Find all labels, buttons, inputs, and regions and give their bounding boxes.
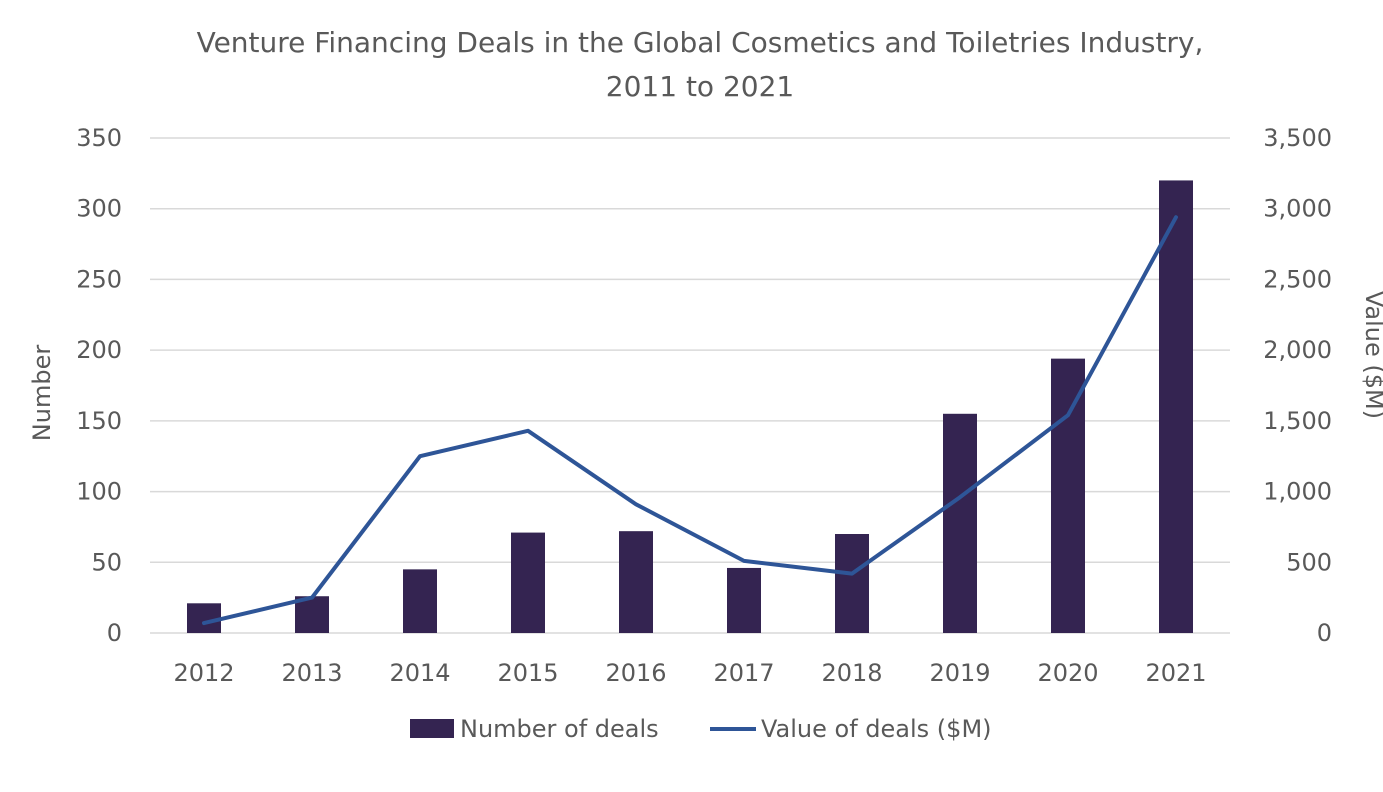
y-tick-right-label: 3,000 (1263, 195, 1332, 223)
y-tick-right-label: 2,000 (1263, 336, 1332, 364)
bar-number-of-deals (511, 532, 545, 633)
bar-number-of-deals (619, 531, 653, 633)
y-tick-right-label: 500 (1286, 548, 1332, 576)
bar-number-of-deals (1159, 180, 1193, 633)
y-axis-left-title: Number (28, 345, 56, 442)
y-tick-right-label: 0 (1317, 619, 1332, 647)
y-tick-left-label: 50 (91, 548, 122, 576)
bar-number-of-deals (187, 603, 221, 633)
legend-swatch-number-of-deals (410, 719, 454, 738)
y-tick-left-label: 200 (76, 336, 122, 364)
x-tick-label: 2013 (281, 659, 342, 687)
legend-label-number-of-deals: Number of deals (460, 715, 659, 743)
bar-number-of-deals (295, 596, 329, 633)
y-tick-left-label: 350 (76, 124, 122, 152)
x-tick-label: 2012 (173, 659, 234, 687)
x-tick-label: 2021 (1145, 659, 1206, 687)
bar-number-of-deals (943, 413, 977, 633)
series-line-value-of-deals (202, 215, 1178, 626)
y-tick-right-label: 2,500 (1263, 265, 1332, 293)
x-tick-label: 2019 (929, 659, 990, 687)
bar-number-of-deals (727, 567, 761, 633)
chart-title-line-1: Venture Financing Deals in the Global Co… (197, 26, 1204, 59)
bars-number-of-deals (187, 180, 1193, 633)
y-tick-left-label: 0 (107, 619, 122, 647)
y-axis-right-title: Value ($M) (1360, 291, 1383, 419)
axis-ticks: 0 0 50 500 100 1,000 150 1,500 200 2,000 250 2,500 3… (76, 124, 1332, 687)
y-tick-left-label: 150 (76, 407, 122, 435)
y-tick-right-label: 1,500 (1263, 407, 1332, 435)
x-tick-label: 2020 (1037, 659, 1098, 687)
gridlines (150, 137, 1230, 634)
x-tick-label: 2016 (605, 659, 666, 687)
y-tick-left-label: 250 (76, 265, 122, 293)
y-tick-right-label: 1,000 (1263, 478, 1332, 506)
x-tick-label: 2017 (713, 659, 774, 687)
y-tick-right-label: 3,500 (1263, 124, 1332, 152)
legend-label-value-of-deals: Value of deals ($M) (761, 715, 992, 743)
line-value-of-deals (202, 215, 1178, 626)
bar-number-of-deals (403, 569, 437, 633)
x-tick-label: 2018 (821, 659, 882, 687)
y-tick-left-label: 300 (76, 195, 122, 223)
legend: Number of deals Value of deals ($M) (410, 715, 992, 743)
chart-title-line-2: 2011 to 2021 (606, 70, 794, 103)
bar-number-of-deals (835, 534, 869, 633)
y-tick-left-label: 100 (76, 478, 122, 506)
bar-number-of-deals (1051, 358, 1085, 633)
x-tick-label: 2015 (497, 659, 558, 687)
x-tick-label: 2014 (389, 659, 450, 687)
